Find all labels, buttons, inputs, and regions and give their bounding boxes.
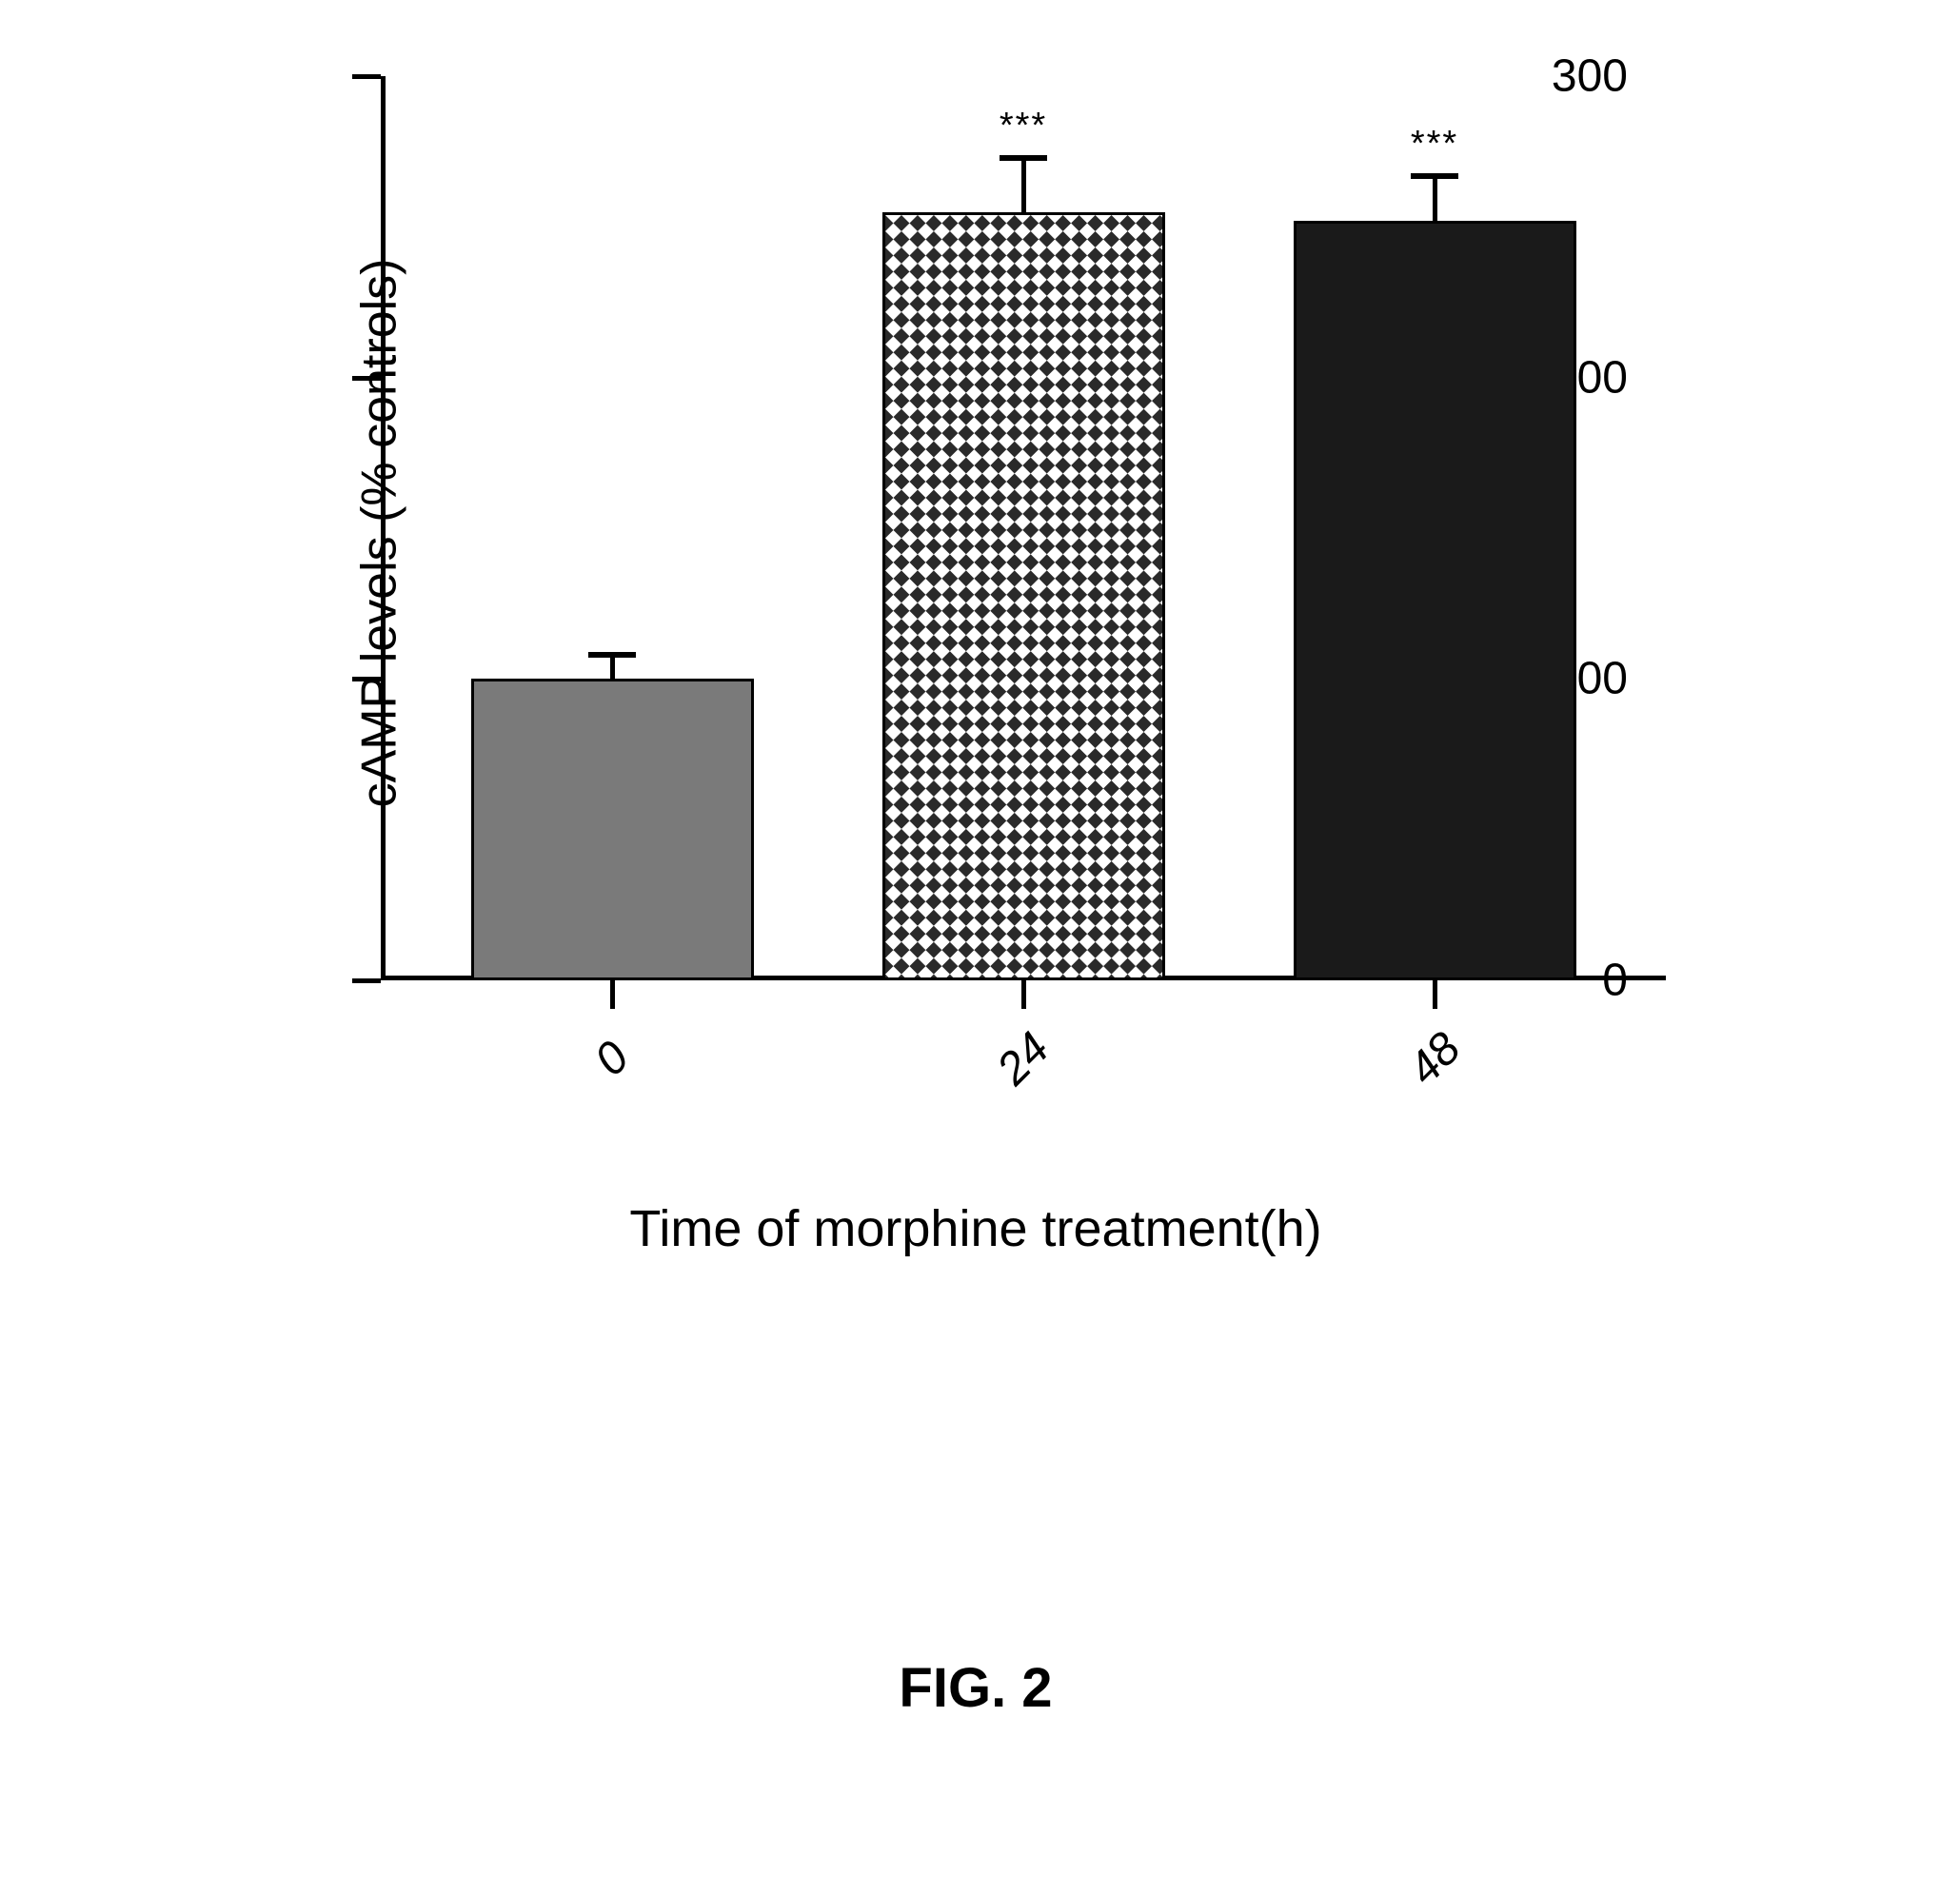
bar bbox=[882, 212, 1165, 981]
y-tick-label: 300 bbox=[1552, 50, 1628, 103]
y-tick bbox=[352, 74, 381, 79]
x-tick-label: 0 bbox=[584, 1032, 640, 1087]
error-cap bbox=[1000, 155, 1047, 161]
error-bar bbox=[1021, 158, 1026, 212]
bar bbox=[471, 679, 754, 980]
bar-pattern bbox=[885, 215, 1162, 978]
x-tick-label: 48 bbox=[1398, 1022, 1472, 1096]
plot-region: 01002003000***24***48 bbox=[381, 76, 1666, 980]
x-tick bbox=[1433, 980, 1437, 1009]
figure-container: cAMP levels (% controls) 01002003000***2… bbox=[190, 57, 1761, 1294]
bar bbox=[1294, 221, 1576, 980]
figure-caption: FIG. 2 bbox=[899, 1656, 1052, 1720]
error-bar bbox=[610, 655, 615, 679]
significance-marker: *** bbox=[1411, 124, 1458, 165]
error-bar bbox=[1433, 176, 1437, 222]
y-tick bbox=[352, 978, 381, 983]
significance-marker: *** bbox=[1000, 106, 1047, 147]
x-axis-label: Time of morphine treatment(h) bbox=[629, 1199, 1321, 1258]
error-cap bbox=[1411, 173, 1458, 179]
x-tick bbox=[1021, 980, 1026, 1009]
chart-area: cAMP levels (% controls) 01002003000***2… bbox=[190, 57, 1761, 1009]
y-tick-label: 0 bbox=[1602, 955, 1628, 1007]
error-cap bbox=[588, 652, 636, 658]
y-tick bbox=[352, 677, 381, 681]
y-axis-line bbox=[381, 76, 400, 980]
x-tick bbox=[610, 980, 615, 1009]
x-tick-label: 24 bbox=[987, 1022, 1060, 1096]
y-tick bbox=[352, 376, 381, 381]
